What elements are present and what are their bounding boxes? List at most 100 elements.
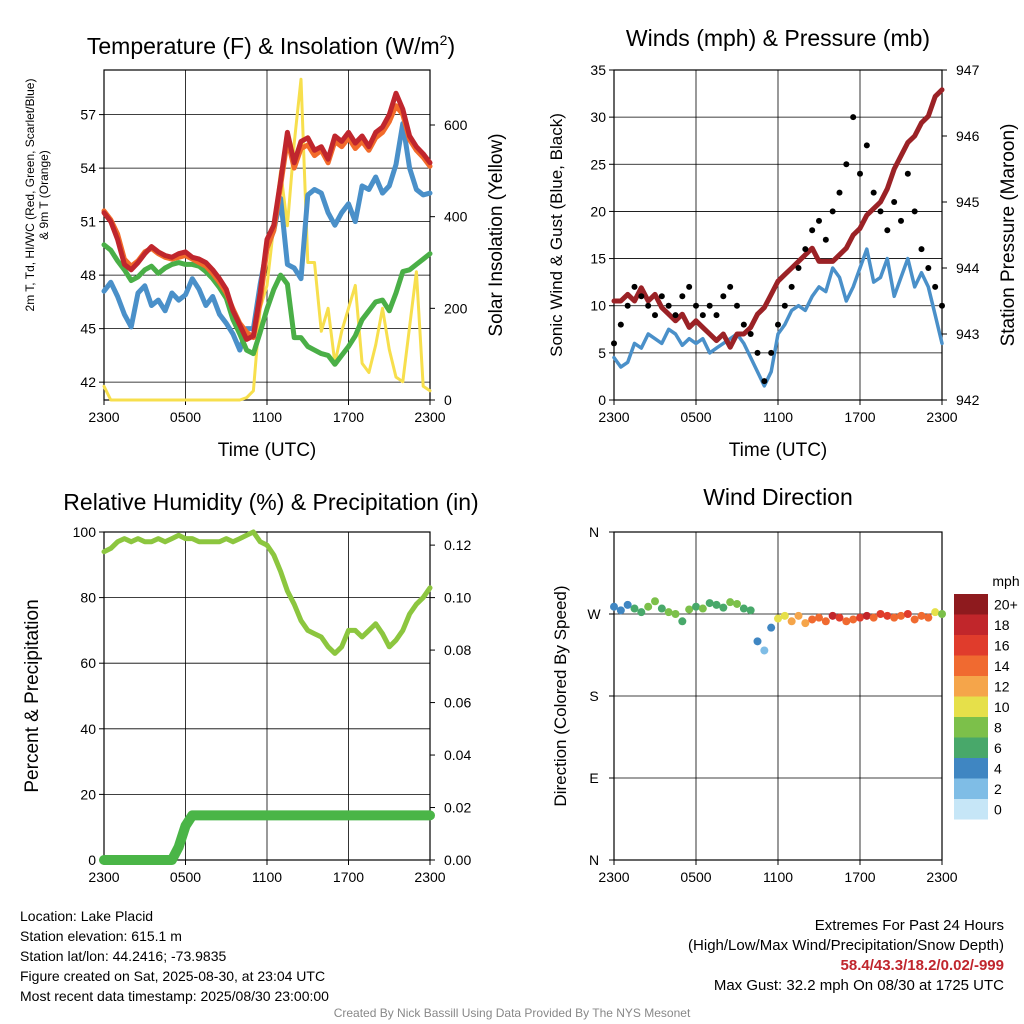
dir-point: [801, 619, 810, 628]
wind-y2tick-label: 943: [956, 326, 980, 342]
wind-gust-point: [781, 302, 788, 309]
wind-gust-point: [727, 283, 734, 290]
rh-title: Relative Humidity (%) & Precipitation (i…: [63, 489, 478, 515]
wind-y2tick-label: 944: [956, 260, 980, 276]
dir-point: [644, 602, 653, 611]
rh-xtick-label: 2300: [88, 869, 119, 885]
dir-legend-label: 2: [994, 781, 1002, 797]
wind-gust-point: [836, 189, 843, 196]
dir-point: [739, 604, 748, 613]
extremes-header: Extremes For Past 24 Hours: [814, 917, 1004, 934]
wind-gust-point: [706, 302, 713, 309]
dir-point: [828, 611, 837, 620]
rh-y2tick-label: 0.04: [444, 747, 471, 763]
temp-y2tick-label: 600: [444, 117, 468, 133]
wind-ytick-label: 25: [590, 156, 606, 172]
dir-legend-swatch: [954, 778, 988, 799]
temp-ytick-label: 57: [80, 107, 96, 123]
rh-ytick-label: 20: [80, 786, 96, 802]
rh-ytick-label: 100: [73, 524, 97, 540]
dir-point: [917, 611, 926, 620]
temp-y2tick-label: 200: [444, 300, 468, 316]
wind-xtick-label: 2300: [926, 409, 957, 425]
temp-ytick-label: 54: [80, 160, 96, 176]
wind-gust-point: [761, 378, 768, 385]
wind-gust-point: [713, 312, 720, 319]
dir-legend-label: 8: [994, 719, 1002, 735]
dir-point: [815, 613, 823, 622]
dir-xtick-label: 1700: [844, 869, 875, 885]
wind-gust-point: [734, 302, 740, 309]
dir-point: [876, 610, 885, 618]
wind-gust-point: [645, 302, 652, 309]
wind-gust-point: [611, 340, 617, 347]
wind-gust-point: [631, 283, 638, 290]
dir-point: [637, 608, 646, 617]
temp-xlabel: Time (UTC): [218, 440, 317, 461]
temp-xtick-label: 1700: [333, 409, 364, 425]
wind-xtick-label: 0500: [680, 409, 711, 425]
dir-point: [664, 608, 673, 617]
dir-xtick-label: 2300: [926, 869, 957, 885]
dir-point: [726, 598, 735, 607]
extremes-block: Extremes For Past 24 Hours (High/Low/Max…: [688, 916, 1004, 996]
dir-point: [787, 617, 796, 626]
rh-y2tick-label: 0.00: [444, 852, 471, 868]
wind-gust-point: [740, 321, 747, 328]
dir-point: [692, 602, 700, 611]
wind-gust-point: [918, 246, 925, 253]
dir-point: [849, 615, 858, 624]
dir-ytick-label: E: [589, 770, 598, 786]
temp-series-td: [101, 242, 433, 367]
dir-legend-swatch: [954, 737, 988, 758]
wind-gust-point: [816, 217, 822, 224]
dir-point: [705, 599, 714, 608]
rh-precip-line: [99, 810, 435, 865]
rh-humidity-line: [101, 529, 433, 656]
wind-gust-point: [672, 312, 679, 319]
wind-gust-point: [693, 302, 699, 309]
dir-legend-label: 0: [994, 801, 1002, 817]
wind-ylabel-right: Station Pressure (Maroon): [998, 124, 1019, 347]
dir-point: [890, 613, 899, 622]
temp-xtick-label: 1100: [252, 409, 282, 425]
wind-gust-point: [699, 312, 706, 319]
wind-ylabel-left: Sonic Wind & Gust (Blue, Black): [547, 113, 566, 357]
dir-point: [651, 597, 659, 606]
dir-point: [657, 604, 666, 613]
temp-ylabel-right: Solar Insolation (Yellow): [486, 133, 507, 336]
wind-ytick-label: 35: [590, 62, 606, 78]
temp-ylabel-left: 2m T, Td, HI/WC (Red, Green, Scarlet/Blu…: [23, 79, 37, 312]
dir-legend-label: 10: [994, 699, 1010, 715]
rh-y2tick-label: 0.02: [444, 800, 471, 816]
wind-ytick-label: 10: [590, 298, 606, 314]
wind-gust-point: [877, 208, 884, 215]
wind-xtick-label: 1700: [844, 409, 875, 425]
wind-gust-point: [686, 283, 693, 290]
dir-point: [910, 615, 919, 624]
dir-xtick-label: 1100: [763, 869, 793, 885]
dir-legend-swatch: [954, 717, 988, 738]
temp-insolation-line: [102, 77, 432, 402]
dir-point: [671, 610, 680, 618]
temp-xtick-label: 2300: [414, 409, 445, 425]
wind-gust-point: [809, 227, 816, 234]
wind-y2tick-label: 945: [956, 194, 980, 210]
wind-gust-point: [822, 236, 829, 243]
wind-ytick-label: 15: [590, 251, 606, 267]
wind-gust-point: [925, 265, 932, 271]
dir-point: [931, 608, 940, 617]
extremes-values: 58.4/43.3/18.2/0.02/-999: [840, 957, 1004, 974]
wind-ytick-label: 0: [598, 392, 606, 408]
wind-gust-point: [932, 283, 939, 290]
temp-ytick-label: 51: [80, 214, 96, 230]
wind-gust-point: [679, 293, 686, 300]
wind-gust-point: [652, 312, 658, 319]
dir-point: [630, 604, 639, 613]
dir-point: [753, 637, 762, 646]
rh-ylabel-left: Percent & Precipitation: [22, 599, 43, 792]
wind-gust-point: [720, 293, 727, 300]
dir-point: [883, 611, 892, 620]
wind-gust-point: [891, 199, 898, 205]
dir-legend-swatch: [954, 635, 988, 656]
